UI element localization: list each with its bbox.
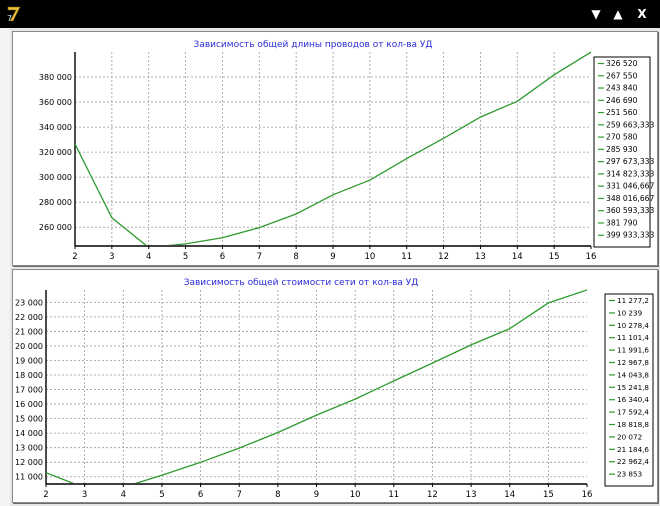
x-tick-label: 7 [237, 490, 242, 500]
x-tick-label: 5 [183, 252, 188, 262]
x-tick-label: 14 [512, 252, 523, 262]
x-tick-label: 9 [330, 252, 335, 262]
y-tick-label: 360 000 [39, 98, 72, 107]
x-tick-label: 8 [275, 490, 280, 500]
x-tick-label: 5 [159, 490, 164, 500]
y-tick-label: 20 000 [15, 342, 43, 351]
length-chart-panel: Зависимость общей длины проводов от кол-… [12, 31, 658, 266]
expand-button[interactable]: ▲ [613, 7, 623, 21]
cost-chart: Зависимость общей стоимости сети от кол-… [15, 278, 654, 500]
y-tick-label: 21 000 [15, 327, 43, 336]
app-logo-icon: 7 [6, 5, 22, 23]
legend-entry: 326 520 [606, 59, 638, 68]
svg-text:7: 7 [7, 14, 12, 23]
legend-entry: 15 241,8 [617, 383, 649, 392]
x-tick-label: 6 [198, 490, 203, 500]
y-tick-label: 19 000 [15, 356, 43, 365]
legend-entry: 16 340,4 [617, 395, 649, 404]
x-tick-label: 14 [504, 490, 515, 500]
y-tick-label: 22 000 [15, 313, 43, 322]
x-tick-label: 4 [121, 490, 126, 500]
close-button[interactable]: X [637, 7, 647, 21]
legend-entry: 270 580 [606, 133, 638, 142]
x-tick-label: 16 [582, 490, 593, 500]
legend-entry: 348 016,667 [606, 194, 654, 203]
legend-entry: 331 046,667 [606, 182, 654, 191]
x-tick-label: 15 [543, 490, 554, 500]
x-tick-label: 9 [314, 490, 319, 500]
chart-title: Зависимость общей стоимости сети от кол-… [184, 278, 419, 288]
y-tick-label: 14 000 [15, 429, 43, 438]
legend-entry: 18 818,8 [617, 420, 649, 429]
legend-entry: 259 663,333 [606, 120, 654, 129]
legend-entry: 11 277,2 [617, 296, 649, 305]
legend-entry: 23 853 [617, 470, 642, 479]
chart-title: Зависимость общей длины проводов от кол-… [194, 40, 433, 50]
x-tick-label: 2 [43, 490, 48, 500]
legend-box [604, 293, 654, 487]
legend-entry: 243 840 [606, 84, 638, 93]
legend-entry: 297 673,333 [606, 157, 654, 166]
data-series-line [46, 289, 587, 483]
legend-entry: 17 592,4 [617, 408, 649, 417]
y-tick-label: 12 000 [15, 458, 43, 467]
cost-chart-panel: Зависимость общей стоимости сети от кол-… [12, 269, 658, 503]
y-tick-label: 11 000 [15, 473, 43, 482]
legend-entry: 10 278,4 [617, 321, 649, 330]
legend-entry: 360 593,333 [606, 206, 654, 215]
legend-entry: 267 550 [606, 71, 638, 80]
y-tick-label: 16 000 [15, 400, 43, 409]
legend-entry: 10 239 [617, 308, 643, 317]
legend-entry: 20 072 [617, 432, 642, 441]
data-series-line [75, 51, 591, 245]
x-tick-label: 11 [388, 490, 399, 500]
x-tick-label: 6 [220, 252, 225, 262]
legend-entry: 399 933,333 [606, 231, 654, 240]
y-tick-label: 15 000 [15, 415, 43, 424]
x-tick-label: 15 [549, 252, 560, 262]
legend-entry: 14 043,8 [617, 370, 649, 379]
x-tick-label: 12 [438, 252, 449, 262]
legend-entry: 381 790 [606, 218, 638, 227]
legend-entry: 12 967,8 [617, 358, 649, 367]
x-tick-label: 10 [350, 490, 361, 500]
x-tick-label: 2 [72, 252, 77, 262]
y-tick-label: 340 000 [39, 123, 72, 132]
title-bar[interactable]: 7 ▼ ▲ X [0, 0, 660, 28]
y-tick-label: 17 000 [15, 386, 43, 395]
x-tick-label: 8 [293, 252, 298, 262]
legend-entry: 11 991,6 [617, 346, 649, 355]
y-tick-label: 13 000 [15, 444, 43, 453]
legend-entry: 251 560 [606, 108, 638, 117]
y-tick-label: 260 000 [39, 223, 72, 232]
x-tick-label: 12 [427, 490, 438, 500]
collapse-button[interactable]: ▼ [591, 7, 601, 21]
x-tick-label: 13 [466, 490, 477, 500]
legend-entry: 246 690 [606, 96, 638, 105]
legend-entry: 285 930 [606, 145, 638, 154]
x-tick-label: 13 [475, 252, 486, 262]
x-tick-label: 3 [82, 490, 87, 500]
legend-entry: 314 823,333 [606, 169, 654, 178]
x-tick-label: 3 [109, 252, 114, 262]
length-chart: Зависимость общей длины проводов от кол-… [39, 40, 655, 262]
x-tick-label: 11 [401, 252, 412, 262]
y-tick-label: 320 000 [39, 148, 72, 157]
legend-entry: 21 184,6 [617, 445, 649, 454]
legend-entry: 22 962,4 [617, 457, 649, 466]
x-tick-label: 7 [257, 252, 262, 262]
y-tick-label: 23 000 [15, 298, 43, 307]
y-tick-label: 300 000 [39, 173, 72, 182]
x-tick-label: 16 [586, 252, 597, 262]
x-tick-label: 10 [364, 252, 375, 262]
y-tick-label: 380 000 [39, 73, 72, 82]
y-tick-label: 280 000 [39, 198, 72, 207]
legend-entry: 11 101,4 [617, 333, 649, 342]
y-tick-label: 18 000 [15, 371, 43, 380]
x-tick-label: 4 [146, 252, 151, 262]
legend-box [593, 56, 651, 248]
